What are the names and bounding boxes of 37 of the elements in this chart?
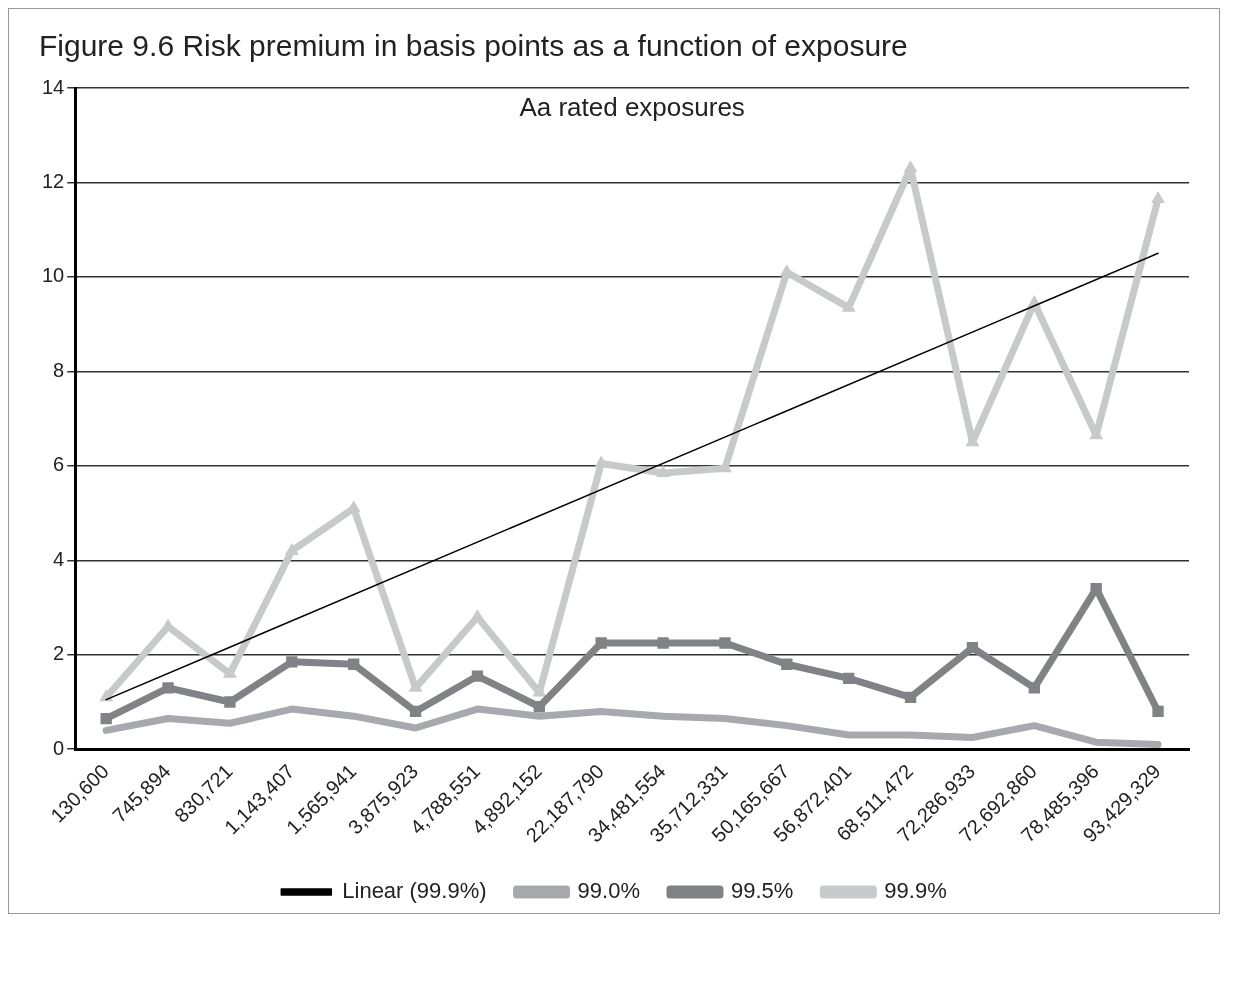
point xyxy=(348,658,360,670)
legend-label: 99.0% xyxy=(577,878,640,904)
y-tick-label: 10 xyxy=(42,264,65,287)
point xyxy=(284,542,299,555)
y-tick-label: 4 xyxy=(53,547,65,570)
point xyxy=(657,637,669,649)
y-tick-label: 2 xyxy=(53,642,65,665)
point xyxy=(903,160,918,173)
y-tick-label: 14 xyxy=(42,75,65,98)
point xyxy=(100,712,112,725)
point xyxy=(595,637,607,649)
y-tick-label: 12 xyxy=(42,169,65,192)
point xyxy=(843,672,855,685)
y-tick-label: 8 xyxy=(53,358,65,381)
legend-label: 99.9% xyxy=(884,878,947,904)
point xyxy=(1151,191,1165,203)
point xyxy=(719,637,731,649)
legend-label: Linear (99.9%) xyxy=(342,878,487,904)
legend-label: 99.5% xyxy=(730,878,794,904)
point xyxy=(1028,682,1040,694)
point xyxy=(409,705,422,718)
point xyxy=(162,682,174,694)
point xyxy=(224,696,236,708)
chart-subtitle: Aa rated exposures xyxy=(519,92,745,123)
y-tick-label: 6 xyxy=(53,453,65,476)
point xyxy=(471,670,484,682)
point xyxy=(841,299,856,312)
point xyxy=(781,658,793,670)
point xyxy=(966,642,979,654)
point xyxy=(656,464,670,477)
point xyxy=(1152,705,1164,718)
point xyxy=(286,656,298,668)
chart-title: Figure 9.6 Risk premium in basis points as a function of exposure xyxy=(38,28,909,64)
y-tick-label: 0 xyxy=(53,736,65,759)
point xyxy=(533,701,545,713)
point xyxy=(904,691,917,703)
point xyxy=(223,665,237,678)
